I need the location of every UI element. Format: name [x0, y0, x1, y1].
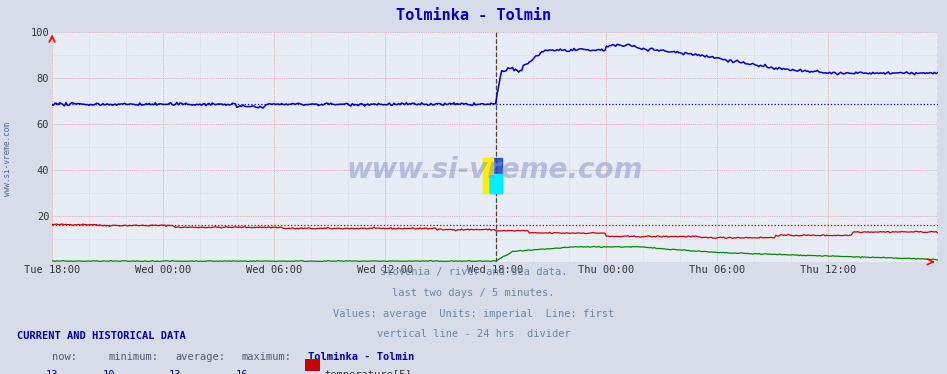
Text: minimum:: minimum:	[109, 352, 159, 362]
Text: Tolminka - Tolmin: Tolminka - Tolmin	[308, 352, 414, 362]
Bar	[490, 158, 502, 193]
Text: 13: 13	[169, 370, 182, 374]
Text: now:: now:	[52, 352, 77, 362]
Text: temperature[F]: temperature[F]	[325, 370, 412, 374]
Text: last two days / 5 minutes.: last two days / 5 minutes.	[392, 288, 555, 298]
Bar	[483, 158, 494, 193]
Text: Tolminka - Tolmin: Tolminka - Tolmin	[396, 8, 551, 23]
Text: www.si-vreme.com: www.si-vreme.com	[3, 122, 12, 196]
Bar	[483, 158, 493, 174]
Text: vertical line - 24 hrs  divider: vertical line - 24 hrs divider	[377, 329, 570, 339]
Text: maximum:: maximum:	[241, 352, 292, 362]
Text: Slovenia / river and sea data.: Slovenia / river and sea data.	[380, 267, 567, 278]
Text: average:: average:	[175, 352, 225, 362]
Text: 13: 13	[45, 370, 59, 374]
Text: 16: 16	[235, 370, 248, 374]
Bar	[490, 174, 502, 193]
Text: CURRENT AND HISTORICAL DATA: CURRENT AND HISTORICAL DATA	[17, 331, 186, 341]
Text: Values: average  Units: imperial  Line: first: Values: average Units: imperial Line: fi…	[333, 309, 614, 319]
Text: www.si-vreme.com: www.si-vreme.com	[347, 156, 643, 184]
Text: 10: 10	[102, 370, 116, 374]
